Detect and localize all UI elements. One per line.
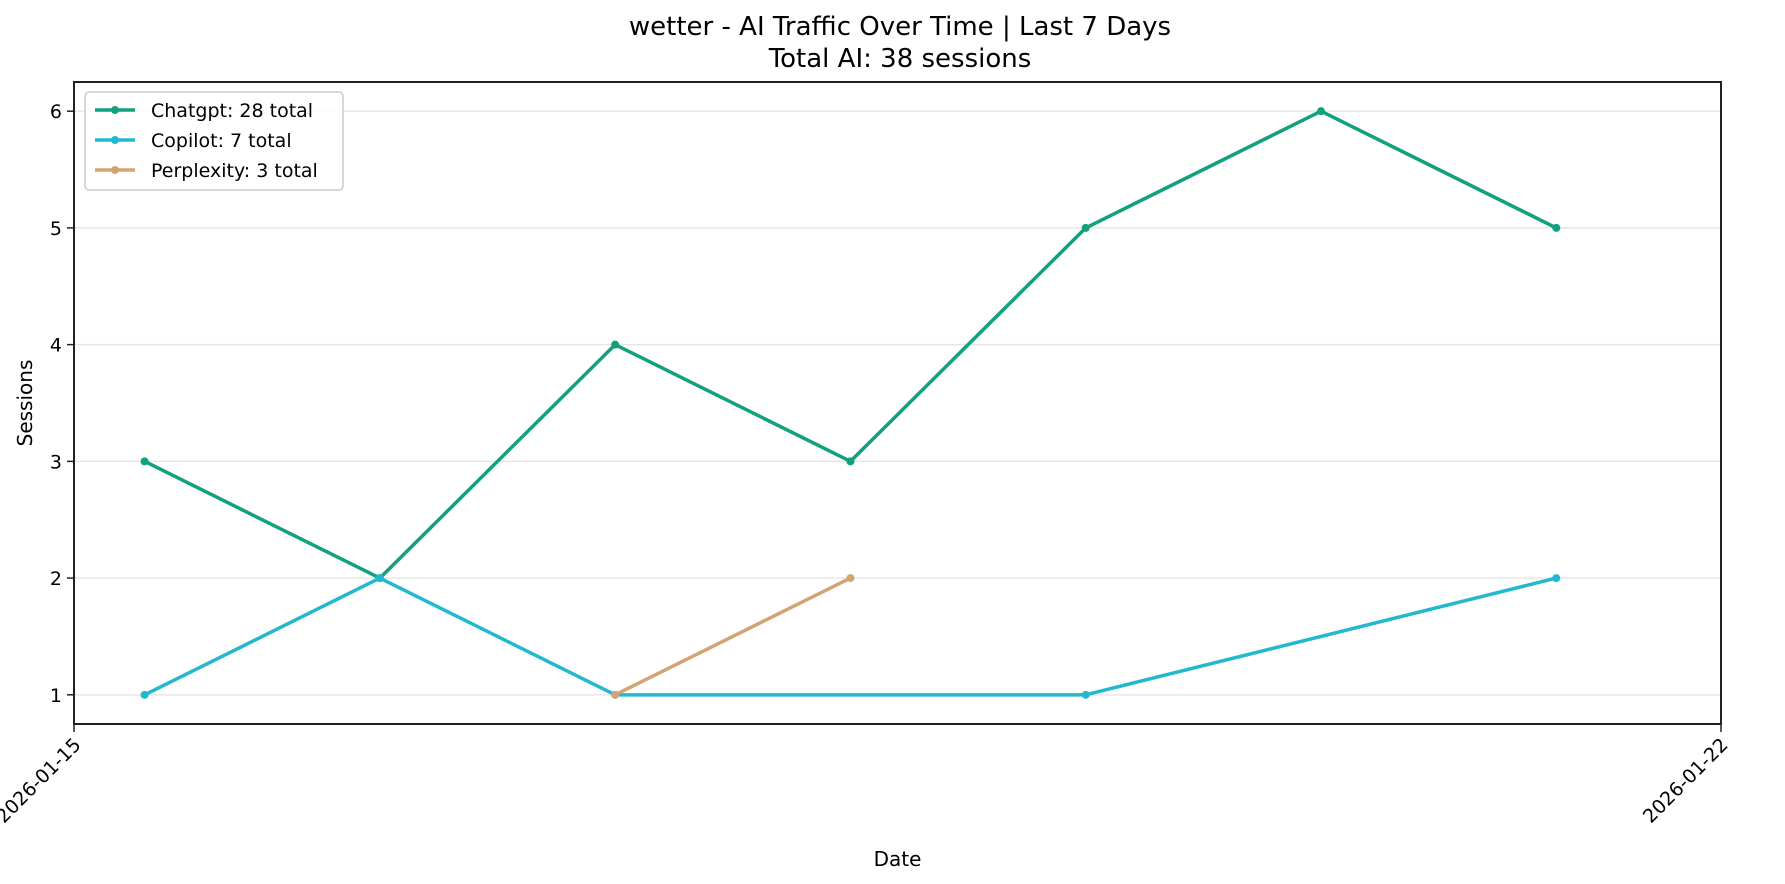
y-tick-label: 4 bbox=[50, 335, 62, 357]
legend-marker bbox=[111, 136, 119, 144]
data-point bbox=[140, 690, 149, 699]
chart-title: wetter - AI Traffic Over Time | Last 7 D… bbox=[628, 12, 1172, 42]
data-point bbox=[140, 457, 149, 466]
legend-marker bbox=[111, 106, 119, 114]
legend-label: Perplexity: 3 total bbox=[151, 160, 318, 182]
legend-box bbox=[84, 91, 344, 191]
data-point bbox=[611, 690, 620, 699]
x-tick-label: 2026-01-15 bbox=[0, 734, 86, 828]
data-point bbox=[611, 340, 620, 349]
legend-marker bbox=[111, 166, 119, 174]
x-tick-label: 2026-01-22 bbox=[1639, 734, 1733, 828]
y-tick-label: 5 bbox=[50, 218, 62, 240]
y-tick-label: 6 bbox=[50, 101, 62, 123]
legend: Chatgpt: 28 total Copilot: 7 total Perplex… bbox=[84, 91, 344, 191]
data-point bbox=[1081, 223, 1090, 232]
y-axis-label: Sessions bbox=[13, 360, 37, 447]
x-axis-label: Date bbox=[874, 847, 922, 871]
chart-subtitle: Total AI: 38 sessions bbox=[768, 44, 1032, 74]
data-point bbox=[1552, 574, 1561, 583]
data-point bbox=[375, 574, 384, 583]
plot-frame bbox=[73, 81, 1722, 725]
data-point bbox=[846, 457, 855, 466]
data-point bbox=[1081, 690, 1090, 699]
legend-label: Copilot: 7 total bbox=[151, 130, 292, 152]
data-point bbox=[1552, 223, 1561, 232]
data-point bbox=[846, 574, 855, 583]
data-point bbox=[1317, 107, 1326, 116]
y-tick-label: 1 bbox=[50, 685, 62, 707]
legend-label: Chatgpt: 28 total bbox=[151, 100, 313, 122]
series-line-perplexity bbox=[614, 576, 852, 697]
y-tick-label: 2 bbox=[50, 568, 62, 590]
series-line-copilot bbox=[143, 576, 1557, 697]
y-tick-label: 3 bbox=[50, 451, 62, 473]
